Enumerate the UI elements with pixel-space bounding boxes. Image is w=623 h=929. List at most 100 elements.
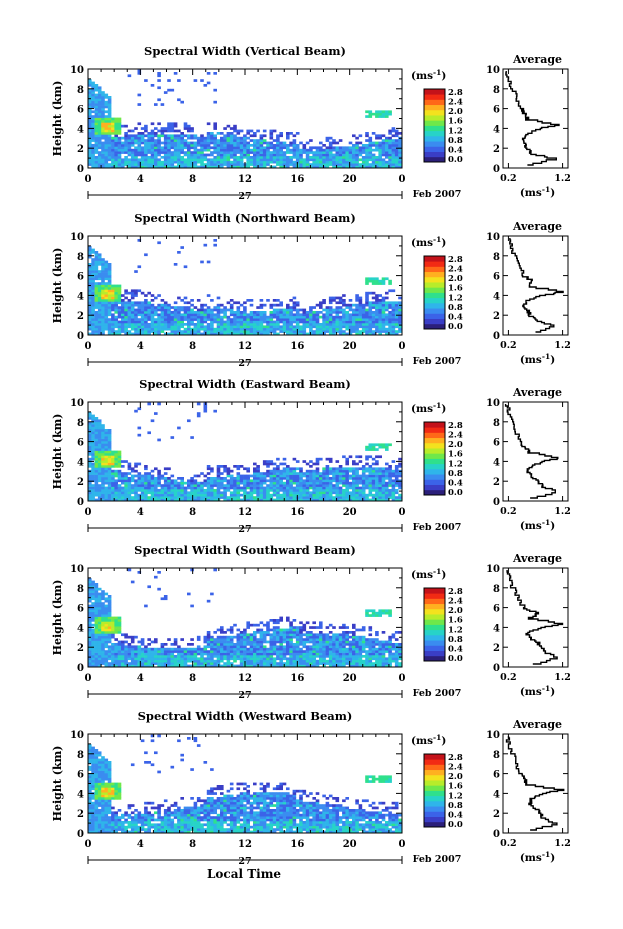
heatmap-cell <box>279 330 283 333</box>
heatmap-cell <box>361 311 366 314</box>
heatmap-cell <box>295 315 300 319</box>
heatmap-cell <box>114 320 118 324</box>
heatmap-cell <box>127 134 132 138</box>
heatmap-cell <box>147 477 151 480</box>
heatmap-cell <box>394 132 399 135</box>
heatmap-cell <box>127 472 132 475</box>
heatmap-cell <box>124 460 128 463</box>
heatmap-cell <box>150 496 155 499</box>
heatmap-cell <box>338 486 343 490</box>
heatmap-cell <box>315 315 320 319</box>
heatmap-cell <box>111 308 115 312</box>
heatmap-cell <box>101 291 105 295</box>
heatmap-cell <box>193 136 198 140</box>
heatmap-cell <box>117 151 122 154</box>
heatmap-cell <box>381 491 386 495</box>
heatmap-cell <box>94 120 99 123</box>
heatmap-cell <box>94 611 99 615</box>
heatmap-cell <box>101 498 105 502</box>
heatmap-cell <box>361 465 366 468</box>
heatmap-cell <box>226 308 231 312</box>
heatmap-cell <box>312 311 316 314</box>
heatmap-cell <box>309 306 313 309</box>
heatmap-cell <box>295 132 300 135</box>
heatmap-cell <box>355 151 359 154</box>
heatmap-cell <box>226 320 231 324</box>
heatmap-cell <box>140 486 145 490</box>
heatmap-cell <box>88 412 92 415</box>
heatmap-cell <box>111 327 115 331</box>
heatmap-cell <box>124 484 128 487</box>
heatmap-cell <box>256 489 260 492</box>
heatmap-cell <box>348 496 353 499</box>
heatmap-cell <box>385 146 389 150</box>
heatmap-cell <box>88 265 92 269</box>
heatmap-cell <box>124 640 128 644</box>
heatmap-cell <box>220 158 224 162</box>
heatmap-cell <box>352 472 356 475</box>
heatmap-cell <box>246 136 250 140</box>
heatmap-cell <box>361 330 366 333</box>
heatmap-cell <box>276 308 280 312</box>
heatmap-cell <box>345 160 349 164</box>
heatmap-cell <box>150 419 155 423</box>
heatmap-cell <box>107 496 112 499</box>
heatmap-cell <box>101 609 105 613</box>
heatmap-cell <box>381 493 386 497</box>
heatmap-cell <box>216 327 221 331</box>
heatmap-cell <box>107 112 112 116</box>
heatmap-cell <box>368 279 373 283</box>
heatmap-cell <box>262 153 267 157</box>
heatmap-cell <box>269 129 274 133</box>
heatmap-cell <box>279 325 283 329</box>
heatmap-cell <box>328 320 333 324</box>
heatmap-cell <box>111 117 115 121</box>
heatmap-cell <box>312 493 316 497</box>
heatmap-cell <box>319 146 323 150</box>
heatmap-cell <box>375 320 379 324</box>
heatmap-cell <box>259 330 264 333</box>
heatmap-cell <box>266 330 270 333</box>
heatmap-cell <box>117 117 122 121</box>
heatmap-cell <box>286 489 290 492</box>
heatmap-cell <box>101 472 105 475</box>
heatmap-cell <box>315 484 320 487</box>
heatmap-cell <box>167 308 171 312</box>
heatmap-cell <box>279 160 283 164</box>
heatmap-cell <box>147 325 151 329</box>
heatmap-cell <box>243 151 247 154</box>
heatmap-cell <box>292 498 297 502</box>
heatmap-cell <box>134 489 138 492</box>
heatmap-cell <box>319 479 323 483</box>
heatmap-cell <box>226 165 231 169</box>
heatmap-cell <box>220 486 224 490</box>
heatmap-cell <box>328 160 333 164</box>
heatmap-cell <box>88 279 92 283</box>
heatmap-cell <box>200 139 204 142</box>
heatmap-cell <box>150 299 155 302</box>
heatmap-cell <box>236 325 241 329</box>
heatmap-cell <box>177 134 181 138</box>
heatmap-cell <box>183 153 188 157</box>
heatmap-cell <box>130 315 135 319</box>
heatmap-cell <box>104 267 109 271</box>
heatmap-cell <box>299 158 303 162</box>
heatmap-cell <box>173 144 178 147</box>
heatmap-cell <box>104 263 109 266</box>
heatmap-cell <box>226 486 231 490</box>
heatmap-cell <box>134 484 138 487</box>
colorbar-frame <box>423 255 446 330</box>
heatmap-cell <box>144 477 148 480</box>
heatmap-cell <box>352 144 356 147</box>
heatmap-cell <box>322 479 326 483</box>
heatmap-cell <box>88 493 92 497</box>
heatmap-cell <box>140 151 145 154</box>
heatmap-cell <box>266 491 270 495</box>
heatmap-cell <box>88 327 92 331</box>
heatmap-cell <box>226 469 231 473</box>
heatmap-cell <box>309 330 313 333</box>
heatmap-cell <box>134 635 138 639</box>
heatmap-cell <box>292 313 297 317</box>
heatmap-cell <box>361 313 366 317</box>
heatmap-cell <box>266 479 270 483</box>
